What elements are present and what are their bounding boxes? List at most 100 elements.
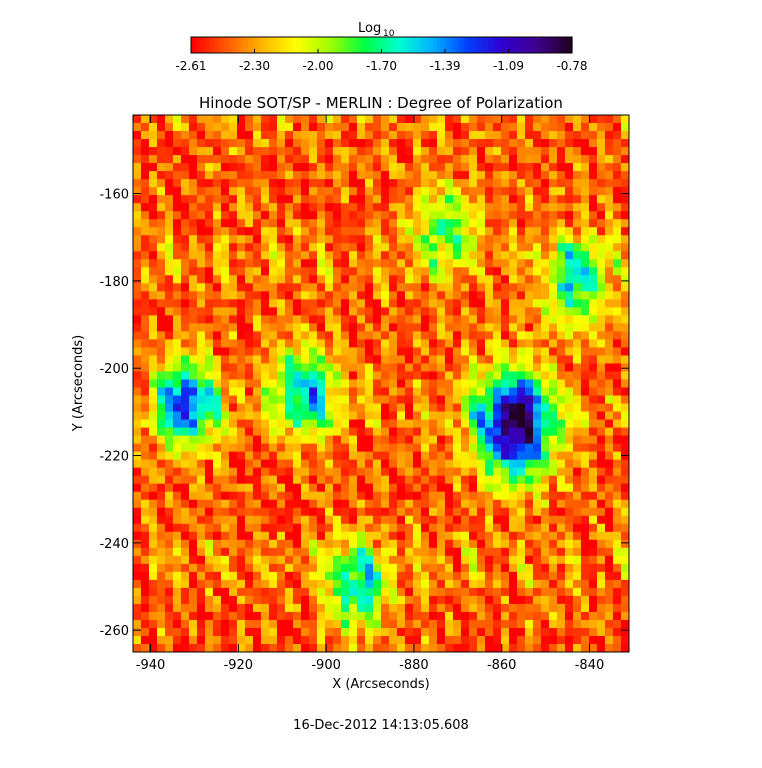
heatmap-cell <box>285 427 294 437</box>
heatmap-cell <box>317 131 326 140</box>
heatmap-cell <box>133 251 142 260</box>
heatmap-cell <box>261 323 270 332</box>
heatmap-cell <box>397 619 406 629</box>
heatmap-cell <box>269 483 278 493</box>
heatmap-cell <box>205 459 214 469</box>
heatmap-cell <box>421 187 430 196</box>
heatmap-cell <box>477 227 486 236</box>
heatmap-cell <box>157 587 166 597</box>
heatmap-cell <box>477 211 486 220</box>
heatmap-cell <box>477 555 486 565</box>
heatmap-cell <box>309 115 318 124</box>
heatmap-cell <box>477 179 486 188</box>
heatmap-cell <box>477 475 486 485</box>
heatmap-cell <box>149 555 158 565</box>
heatmap-cell <box>253 267 262 276</box>
heatmap-cell <box>325 451 334 461</box>
heatmap-cell <box>173 499 182 509</box>
heatmap-cell <box>253 387 262 397</box>
heatmap-cell <box>437 603 446 613</box>
heatmap-cell <box>189 203 198 212</box>
heatmap-cell <box>349 115 358 124</box>
heatmap-cell <box>613 531 622 541</box>
heatmap-cell <box>357 347 366 356</box>
heatmap-cell <box>149 211 158 220</box>
heatmap-cell <box>269 515 278 525</box>
heatmap-cell <box>453 267 462 276</box>
heatmap-cell <box>389 611 398 621</box>
heatmap-cell <box>613 155 622 164</box>
heatmap-cell <box>237 387 246 397</box>
heatmap-cell <box>413 515 422 525</box>
heatmap-cell <box>229 427 238 437</box>
heatmap-cell <box>597 259 606 268</box>
heatmap-cell <box>277 531 286 541</box>
heatmap-cell <box>557 483 566 493</box>
heatmap-cell <box>493 203 502 212</box>
heatmap-cell <box>309 491 318 501</box>
heatmap-cell <box>317 155 326 164</box>
heatmap-cell <box>509 243 518 252</box>
heatmap-cell <box>221 467 230 477</box>
heatmap-cell <box>621 299 629 308</box>
heatmap-cell <box>373 515 382 525</box>
heatmap-cell <box>261 267 270 276</box>
heatmap-cell <box>573 139 582 148</box>
heatmap-cell <box>341 299 350 308</box>
heatmap-cell <box>405 611 414 621</box>
heatmap-cell <box>173 323 182 332</box>
heatmap-cell <box>157 387 166 397</box>
heatmap-cell <box>229 219 238 228</box>
heatmap-cell <box>437 523 446 533</box>
heatmap-cell <box>493 291 502 300</box>
heatmap-cell <box>581 275 590 284</box>
heatmap-cell <box>237 563 246 573</box>
heatmap-cell <box>517 411 526 421</box>
heatmap-cell <box>213 435 222 445</box>
heatmap-cell <box>237 507 246 517</box>
heatmap-cell <box>461 507 470 517</box>
heatmap-cell <box>293 203 302 212</box>
heatmap-cell <box>413 307 422 316</box>
heatmap-cell <box>349 171 358 180</box>
heatmap-cell <box>365 435 374 445</box>
heatmap-cell <box>309 475 318 485</box>
heatmap-cell <box>205 491 214 501</box>
heatmap-cell <box>565 115 574 124</box>
heatmap-cell <box>453 579 462 589</box>
heatmap-cell <box>509 459 518 469</box>
colorbar-segment <box>239 37 243 53</box>
heatmap-cell <box>277 403 286 413</box>
heatmap-cell <box>453 587 462 597</box>
heatmap-cell <box>349 339 358 348</box>
heatmap-cell <box>245 299 254 308</box>
heatmap-cell <box>525 291 534 300</box>
heatmap-cell <box>269 131 278 140</box>
heatmap-cell <box>149 371 158 380</box>
heatmap-cell <box>501 299 510 308</box>
heatmap-cell <box>237 483 246 493</box>
heatmap-cell <box>309 547 318 557</box>
heatmap-cell <box>229 323 238 332</box>
heatmap-cell <box>573 355 582 364</box>
heatmap-cell <box>173 123 182 132</box>
heatmap-cell <box>517 331 526 340</box>
heatmap-cell <box>397 211 406 220</box>
heatmap-cell <box>477 363 486 372</box>
heatmap-cell <box>261 467 270 477</box>
heatmap-cell <box>485 523 494 533</box>
colorbar-segment <box>485 37 489 53</box>
heatmap-cell <box>613 363 622 372</box>
heatmap-cell <box>133 283 142 292</box>
heatmap-cell <box>133 259 142 268</box>
heatmap-cell <box>325 147 334 156</box>
heatmap-cell <box>301 139 310 148</box>
heatmap-cell <box>365 363 374 372</box>
heatmap-cell <box>509 523 518 533</box>
heatmap-cell <box>517 139 526 148</box>
colorbar-segment <box>395 37 399 53</box>
heatmap-cell <box>533 155 542 164</box>
heatmap-cell <box>437 515 446 525</box>
heatmap-cell <box>245 179 254 188</box>
heatmap-cell <box>533 419 542 429</box>
